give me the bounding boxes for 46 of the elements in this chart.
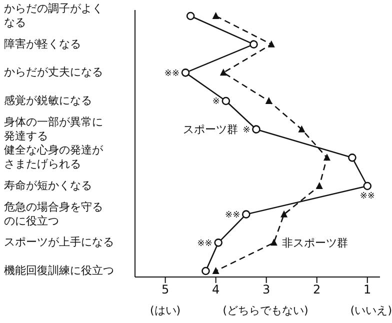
point [268, 40, 275, 48]
y-tick-label: 危急の場合身を守るのに役立つ [4, 200, 103, 228]
point [252, 125, 260, 134]
annotation: ※ [212, 97, 220, 108]
point [212, 267, 220, 274]
point [242, 210, 250, 218]
y-tick-label: 感覚が鋭敏になる [4, 94, 92, 108]
point [181, 68, 190, 77]
point [212, 12, 220, 19]
point [270, 238, 278, 246]
point [214, 238, 222, 247]
series-label: 非スポーツ群 [282, 236, 348, 250]
x-tick-label: 3 [262, 282, 270, 297]
series-label: スポーツ群 [183, 123, 238, 136]
point [323, 154, 330, 161]
annotation: ※※ [197, 238, 212, 249]
point [250, 40, 258, 48]
y-tick-label: 健全な心身の発達がさまたげられる [4, 144, 104, 171]
text: (いいえ) [350, 303, 392, 318]
point [316, 182, 323, 189]
point [186, 12, 195, 20]
y-tick-label: 障害が軽くなる [4, 37, 81, 50]
y-tick-label: 機能回復訓練に役立つ [4, 264, 114, 278]
text: (はい) [150, 303, 181, 318]
x-tick-label: 4 [212, 282, 220, 297]
point [298, 125, 306, 132]
point [222, 96, 230, 106]
y-tick-label: からだの調子がよくなる [4, 2, 103, 30]
point [220, 68, 227, 76]
annotation: ※※ [360, 191, 375, 202]
y-tick-label: 身体の一部が異常に発達する [4, 115, 103, 142]
y-tick-label: 寿命が短かくなる [4, 179, 92, 192]
annotation: ※※ [225, 210, 240, 221]
annotation: ※※ [164, 68, 180, 79]
y-tick-label: スポーツが上手になる [4, 236, 114, 249]
point [363, 182, 372, 190]
point [202, 266, 210, 276]
point [265, 97, 272, 104]
point [348, 154, 356, 162]
x-tick-label: 5 [161, 282, 170, 297]
y-tick-label: からだが丈夫になる [4, 66, 103, 79]
point [280, 210, 288, 218]
text: (どちらでもない) [222, 303, 308, 318]
x-tick-label: 1 [364, 282, 372, 297]
x-tick-label: 2 [313, 282, 321, 297]
annotation: ※ [242, 126, 250, 136]
